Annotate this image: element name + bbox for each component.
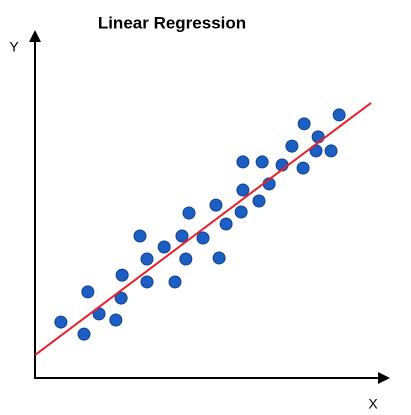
data-point: [255, 155, 269, 169]
data-point: [311, 130, 325, 144]
data-point: [234, 205, 248, 219]
data-point: [175, 229, 189, 243]
data-point: [209, 198, 223, 212]
data-point: [296, 161, 310, 175]
data-point: [297, 117, 311, 131]
y-axis-label: Y: [9, 39, 19, 55]
data-point: [81, 285, 95, 299]
data-point: [236, 183, 250, 197]
chart-title: Linear Regression: [98, 13, 246, 32]
data-point: [285, 139, 299, 153]
data-point: [109, 313, 123, 327]
regression-line: [34, 102, 372, 356]
data-point: [140, 275, 154, 289]
data-point: [252, 194, 266, 208]
data-point: [236, 155, 250, 169]
data-point: [77, 327, 91, 341]
data-point: [157, 240, 171, 254]
data-point: [133, 229, 147, 243]
data-point: [168, 275, 182, 289]
data-point: [332, 108, 346, 122]
data-point: [219, 217, 233, 231]
x-axis-label: X: [368, 396, 378, 412]
data-point: [324, 144, 338, 158]
data-point: [54, 315, 68, 329]
data-point: [182, 206, 196, 220]
data-point: [115, 268, 129, 282]
data-point: [212, 251, 226, 265]
data-point: [196, 231, 210, 245]
data-point: [179, 252, 193, 266]
data-point: [114, 291, 128, 305]
data-point: [140, 252, 154, 266]
